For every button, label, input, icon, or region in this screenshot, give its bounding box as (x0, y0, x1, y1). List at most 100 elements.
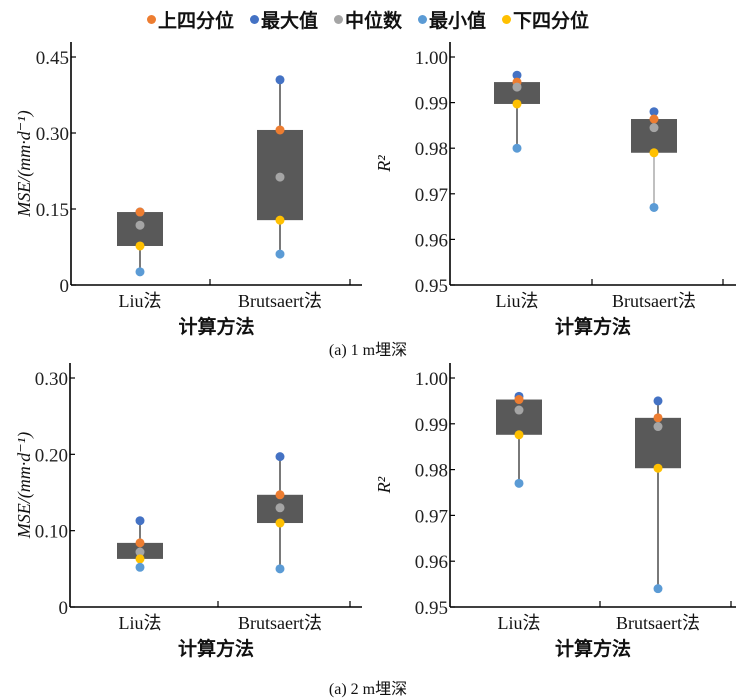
x-axis-title: 计算方法 (178, 637, 254, 660)
legend-marker-q1 (502, 14, 512, 24)
y-tick-label: 0.97 (415, 506, 448, 527)
legend-marker-min (418, 14, 427, 24)
point-q1 (135, 554, 145, 564)
x-tick-label: Brutsaert法 (238, 291, 322, 311)
box-liu (494, 70, 540, 153)
panel-1m-r2: 0.95 0.96 0.97 0.98 0.99 1.00 Liu法 Brutsaert法计算… (374, 42, 736, 338)
point-max (135, 516, 145, 526)
point-q3 (135, 538, 145, 548)
x-axis-title: 计算方法 (555, 637, 631, 660)
point-median (512, 82, 522, 92)
point-median (514, 405, 524, 415)
point-median (653, 422, 663, 432)
x-tick-label: Brutsaert法 (616, 613, 700, 633)
x-tick-label: Liu法 (119, 613, 162, 633)
y-tick-label: 0.45 (36, 48, 69, 69)
point-median (275, 172, 285, 182)
y-tick-label: 1.00 (415, 48, 448, 69)
point-q3 (514, 395, 524, 405)
legend-item-max: 最大值 (249, 6, 318, 33)
point-max (275, 452, 285, 462)
point-median (135, 220, 145, 230)
point-q3 (649, 114, 659, 124)
x-axis-title: 计算方法 (555, 315, 631, 338)
point-median (275, 503, 285, 513)
point-min (135, 267, 145, 277)
y-tick-label: 0.20 (35, 445, 68, 466)
y-axis-title: R² (374, 476, 394, 494)
box-liu (117, 207, 163, 277)
legend-item-min: 最小值 (418, 6, 486, 33)
box-iqr (494, 82, 540, 104)
point-q1 (275, 215, 285, 225)
box-liu (496, 391, 542, 488)
point-q1 (653, 463, 663, 473)
legend-label: 上四分位 (157, 9, 234, 32)
legend-marker-q3 (146, 14, 156, 24)
caption-2m: (a) 2 m埋深 (328, 681, 408, 698)
point-min (135, 562, 145, 572)
x-tick-label: Brutsaert法 (612, 291, 696, 311)
legend-label: 下四分位 (513, 9, 590, 32)
point-min (653, 584, 663, 594)
point-min (514, 478, 524, 488)
x-tick-label: Brutsaert法 (238, 613, 322, 633)
legend: 上四分位 最大值 中位数 最小值 下四分位 (0, 4, 736, 34)
x-axis-title: 计算方法 (178, 315, 254, 338)
point-q1 (649, 148, 659, 158)
point-q1 (275, 518, 285, 528)
point-max (275, 75, 285, 85)
y-tick-label: 0.95 (415, 276, 448, 297)
point-min (649, 202, 659, 212)
box-iqr (496, 399, 542, 435)
point-q1 (135, 241, 145, 251)
legend-label: 最小值 (429, 9, 487, 32)
point-max (649, 107, 659, 117)
y-tick-label: 0.99 (415, 94, 448, 115)
point-min (275, 564, 285, 574)
legend-marker-median (333, 14, 343, 24)
y-axis-title: R² (374, 155, 394, 173)
y-tick-label: 1.00 (415, 369, 448, 390)
point-q3 (275, 125, 285, 135)
point-q1 (512, 99, 522, 109)
legend-item-q1: 下四分位 (502, 6, 589, 33)
y-axis-title: MSE/(mm·d⁻¹) (14, 432, 35, 539)
legend-marker-max (249, 14, 259, 24)
legend-item-median: 中位数 (333, 6, 402, 33)
y-tick-label: 0.96 (415, 230, 448, 251)
point-q1 (514, 430, 524, 440)
legend-label: 最大值 (260, 9, 318, 32)
x-tick-label: Liu法 (498, 613, 541, 633)
point-q3 (275, 490, 285, 500)
legend-item-q3: 上四分位 (146, 6, 234, 33)
point-min (512, 143, 522, 153)
y-tick-label: 0.10 (35, 522, 68, 543)
y-tick-label: 0.97 (415, 185, 448, 206)
x-tick-label: Liu法 (496, 291, 539, 311)
y-tick-label: 0.30 (36, 124, 69, 145)
panel-2m-r2: 0.95 0.96 0.97 0.98 0.99 1.00 Liu法 Brutsaert法计算… (374, 363, 736, 660)
y-tick-label: 0.98 (415, 461, 448, 482)
y-tick-label: 0 (60, 276, 70, 297)
y-tick-label: 0.99 (415, 415, 448, 436)
y-tick-label: 0.15 (36, 200, 69, 221)
point-min (275, 249, 285, 259)
point-max (653, 396, 663, 406)
y-tick-label: 0.96 (415, 552, 448, 573)
y-tick-label: 0.98 (415, 139, 448, 160)
y-axis-title: MSE/(mm·d⁻¹) (14, 110, 35, 217)
y-tick-label: 0.95 (415, 598, 448, 619)
point-q3 (135, 207, 145, 217)
point-median (649, 123, 659, 133)
point-max (512, 70, 522, 80)
box-liu (117, 516, 163, 572)
legend-label: 中位数 (344, 9, 402, 32)
y-tick-label: 0 (59, 598, 69, 619)
box-brutsaert (631, 107, 677, 212)
caption-1m: (a) 1 m埋深 (328, 342, 408, 359)
x-tick-label: Liu法 (119, 291, 162, 311)
